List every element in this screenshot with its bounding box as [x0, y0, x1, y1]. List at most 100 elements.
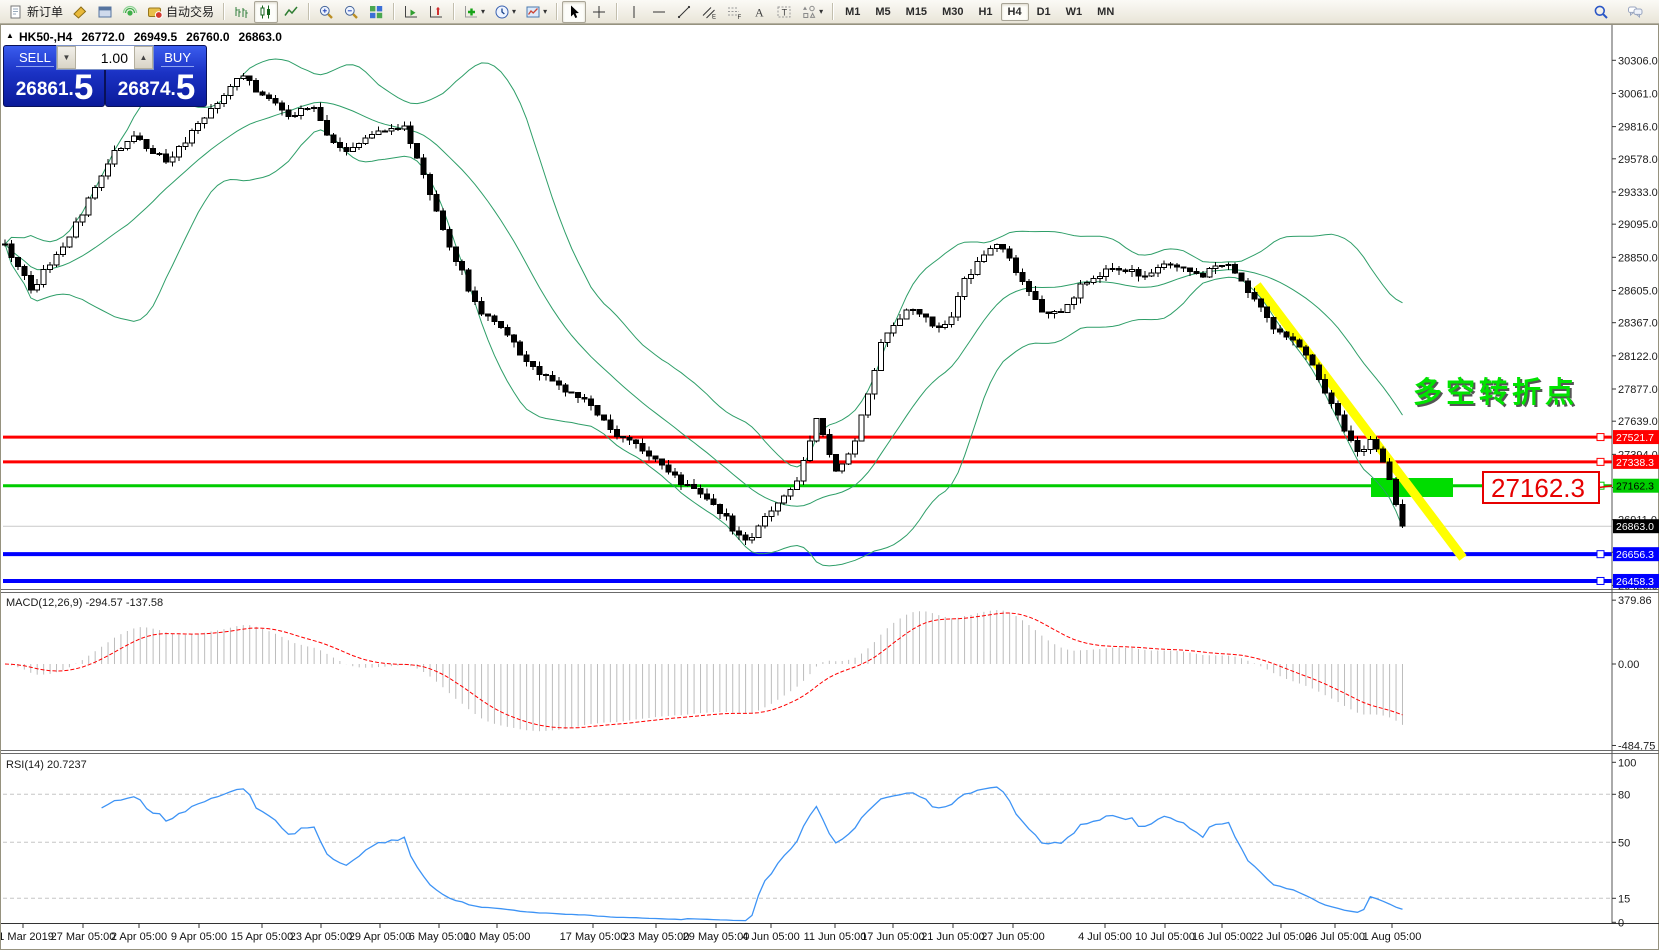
- time-axis-label: 27 Jun 05:00: [981, 931, 1045, 943]
- svg-text:26458.3: 26458.3: [1616, 576, 1654, 588]
- price-tags-layer: 27521.7 27338.3 27162.3 26656.3 26458.3 26863…: [1613, 430, 1659, 588]
- tile-windows-icon: [368, 4, 384, 20]
- terminal-window-button[interactable]: [93, 1, 117, 23]
- yellow-trendline[interactable]: [1253, 282, 1467, 561]
- svg-text:50: 50: [1618, 837, 1630, 849]
- search-icon: [1593, 4, 1609, 20]
- templates-button[interactable]: ▾: [521, 1, 551, 23]
- crosshair-button[interactable]: [587, 1, 611, 23]
- hline-handle: [1596, 433, 1605, 442]
- rsi-layer: [101, 786, 1403, 922]
- ohlc-high: 26949.5: [133, 30, 178, 44]
- cursor-button[interactable]: [562, 0, 587, 23]
- zoom-out-button[interactable]: [339, 1, 363, 23]
- timeframe-h1-button[interactable]: H1: [978, 5, 993, 18]
- volume-decrease-button[interactable]: ▼: [57, 46, 76, 69]
- svg-text:28122.0: 28122.0: [1618, 351, 1658, 363]
- candles-layer: [2, 73, 1406, 546]
- dropdown-caret-icon: ▾: [512, 7, 517, 16]
- text-label-icon: T: [776, 4, 792, 20]
- svg-text:26863.0: 26863.0: [1616, 521, 1654, 533]
- vertical-line-button[interactable]: [622, 1, 646, 23]
- chart-shift-button[interactable]: [424, 1, 448, 23]
- price-chart-canvas[interactable]: 30306.0 30061.0 29816.0 29578.0 29333.0 29095…: [1, 25, 1659, 950]
- sell-label: SELL: [16, 50, 54, 67]
- toolbar-separator: [453, 3, 455, 20]
- svg-text:379.86: 379.86: [1618, 595, 1652, 607]
- buy-price: 26874.5: [117, 68, 196, 107]
- new-order-button[interactable]: 新订单: [4, 1, 67, 23]
- candlestick-mode-icon: [258, 4, 274, 20]
- signals-button[interactable]: [118, 1, 142, 23]
- dropdown-caret-icon: ▾: [543, 7, 548, 16]
- auto-scroll-button[interactable]: [399, 1, 423, 23]
- timeframe-w1-button[interactable]: W1: [1065, 5, 1083, 18]
- bar-chart-mode-button[interactable]: [229, 1, 253, 23]
- hline-price-tag: [1613, 478, 1659, 493]
- volume-spinner: ▼ 1.00 ▲: [56, 45, 154, 70]
- time-axis-label: 4 Jun 05:00: [742, 931, 800, 943]
- indicators-button[interactable]: ▾: [459, 1, 489, 23]
- timeframe-m30-button[interactable]: M30: [942, 5, 964, 18]
- periods-icon: [494, 4, 510, 20]
- time-axis-label: 21 Mar 2019: [1, 931, 54, 943]
- macd-layer: [4, 610, 1403, 732]
- chat-icon: [1627, 4, 1643, 20]
- signals-icon: [122, 4, 138, 20]
- timeframe-m1-button[interactable]: M1: [845, 5, 861, 18]
- ohlc-close: 26863.0: [238, 30, 282, 44]
- search-button[interactable]: [1589, 1, 1613, 23]
- indicator-labels-layer: MACD(12,26,9) -294.57 -137.58 RSI(14) 20.…: [6, 597, 163, 771]
- timeframe-m15-button[interactable]: M15: [905, 5, 928, 18]
- horizontal-line-icon: [651, 4, 667, 20]
- hline-price-tag: [1613, 430, 1659, 445]
- big-price-label-box[interactable]: [1482, 471, 1600, 504]
- horizontal-line-button[interactable]: [647, 1, 671, 23]
- equidistant-channel-button[interactable]: E: [697, 1, 721, 23]
- svg-text:100: 100: [1618, 757, 1636, 769]
- svg-text:80: 80: [1618, 789, 1630, 801]
- current-price-tag: [1613, 519, 1659, 534]
- chart-window[interactable]: 30306.0 30061.0 29816.0 29578.0 29333.0 29095…: [0, 24, 1659, 950]
- volume-increase-button[interactable]: ▲: [134, 46, 153, 69]
- chat-button[interactable]: [1623, 1, 1647, 23]
- macd-signal-line: [4, 612, 1403, 729]
- profiles-button[interactable]: [68, 1, 92, 23]
- svg-text:27162.3: 27162.3: [1491, 473, 1585, 503]
- timeframe-toolbar: M1 M5 M15 M30 H1 H4 D1 W1 MN: [838, 2, 1121, 21]
- turning-point-annotation[interactable]: 多空转折点: [1413, 375, 1578, 409]
- svg-text:T: T: [782, 7, 788, 17]
- svg-text:28605.0: 28605.0: [1618, 285, 1658, 297]
- timeframe-m5-button[interactable]: M5: [875, 5, 891, 18]
- timeframe-h4-button[interactable]: H4: [1000, 2, 1029, 21]
- fibonacci-retracement-button[interactable]: F: [722, 1, 746, 23]
- timeframe-mn-button[interactable]: MN: [1097, 5, 1115, 18]
- tile-windows-button[interactable]: [364, 1, 388, 23]
- auto-scroll-icon: [403, 4, 419, 20]
- timeframe-d1-button[interactable]: D1: [1036, 5, 1051, 18]
- time-axis-label: 2 Apr 05:00: [111, 931, 167, 943]
- trendline-button[interactable]: [672, 1, 696, 23]
- autotrading-button[interactable]: 自动交易: [143, 1, 218, 23]
- candlestick-mode-button[interactable]: [254, 0, 279, 23]
- collapse-quote-panel-toggle[interactable]: ▲: [6, 31, 14, 40]
- cursor-icon: [566, 4, 582, 20]
- svg-text:0: 0: [1618, 917, 1624, 929]
- zoom-in-button[interactable]: [314, 1, 338, 23]
- svg-text:29816.0: 29816.0: [1618, 122, 1658, 134]
- text-label-button[interactable]: T: [772, 1, 796, 23]
- time-axis-label: 23 Apr 05:00: [290, 931, 352, 943]
- line-chart-mode-button[interactable]: [279, 1, 303, 23]
- volume-value[interactable]: 1.00: [100, 49, 128, 66]
- time-axis-label: 16 Jul 05:00: [1192, 931, 1252, 943]
- text-button[interactable]: A: [747, 1, 771, 23]
- time-axis-label: 17 Jun 05:00: [861, 931, 925, 943]
- toolbar-buttons: 新订单 自动交易 ▾ ▾ ▾ E F A T ▾: [4, 0, 837, 23]
- text-icon: A: [751, 4, 767, 20]
- buy-label: BUY: [161, 50, 194, 67]
- svg-text:29095.0: 29095.0: [1618, 219, 1658, 231]
- new-order-label: 新订单: [27, 5, 64, 19]
- periods-button[interactable]: ▾: [490, 1, 520, 23]
- arrows-shapes-button[interactable]: ▾: [797, 1, 827, 23]
